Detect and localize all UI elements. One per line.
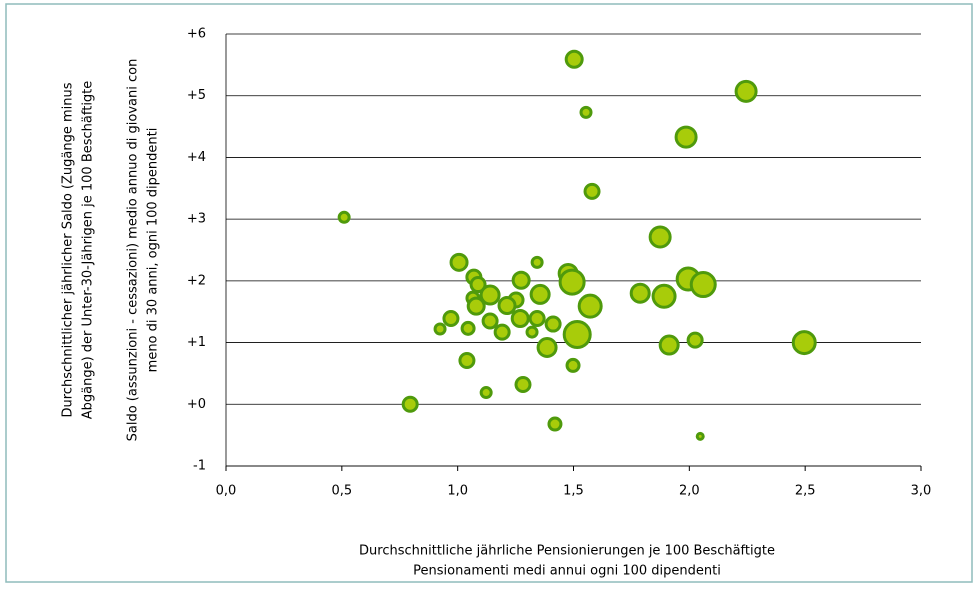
x-tick-label: 2,0 bbox=[679, 484, 700, 499]
y-tick-label: +2 bbox=[187, 273, 206, 288]
bubble bbox=[514, 376, 532, 394]
bubble bbox=[734, 79, 758, 103]
bubble bbox=[449, 252, 469, 272]
x-tick-label: 0,5 bbox=[331, 484, 352, 499]
y-axis-title: meno di 30 anni, ogni 100 dipendenti bbox=[146, 128, 161, 373]
y-axis-title: Durchschnittlicher jährlicher Saldo (Zug… bbox=[61, 82, 76, 417]
bubble bbox=[529, 283, 551, 305]
bubble bbox=[544, 315, 562, 333]
x-axis-title: Durchschnittliche jährliche Pensionierun… bbox=[359, 544, 775, 559]
x-axis-title: Pensionamenti medi annui ogni 100 dipend… bbox=[413, 564, 721, 579]
bubble bbox=[658, 334, 680, 356]
bubble bbox=[528, 310, 546, 328]
x-tick-label: 0,0 bbox=[216, 484, 237, 499]
bubble bbox=[565, 357, 581, 373]
x-tick-label: 1,0 bbox=[447, 484, 468, 499]
y-axis-title: Abgänge) der Unter-30-Jährigen je 100 Be… bbox=[81, 81, 96, 420]
bubble bbox=[629, 282, 651, 304]
bubble bbox=[579, 105, 593, 119]
x-tick-label: 2,5 bbox=[795, 484, 816, 499]
bubble bbox=[442, 310, 460, 328]
bubble bbox=[674, 125, 698, 149]
bubble bbox=[651, 283, 677, 309]
y-tick-label: +3 bbox=[187, 212, 206, 227]
bubble bbox=[458, 351, 476, 369]
bubble bbox=[460, 320, 476, 336]
y-tick-label: -1 bbox=[193, 459, 206, 474]
bubble bbox=[497, 296, 517, 316]
bubble bbox=[689, 271, 717, 299]
bubble bbox=[791, 330, 817, 356]
bubble bbox=[479, 284, 501, 306]
bubble bbox=[695, 431, 705, 441]
y-tick-label: +4 bbox=[187, 150, 206, 165]
bubble bbox=[433, 322, 447, 336]
bubble bbox=[558, 268, 586, 296]
bubble bbox=[401, 395, 419, 413]
bubble bbox=[564, 49, 584, 69]
bubble bbox=[525, 325, 539, 339]
y-tick-label: +0 bbox=[187, 397, 206, 412]
bubble bbox=[562, 320, 592, 350]
bubble bbox=[547, 416, 563, 432]
bubble bbox=[583, 182, 601, 200]
bubble bbox=[648, 225, 672, 249]
bubble bbox=[510, 309, 530, 329]
bubble bbox=[337, 210, 351, 224]
bubble bbox=[511, 270, 531, 290]
y-tick-label: +6 bbox=[187, 27, 206, 42]
bubble bbox=[536, 337, 558, 359]
y-axis-title: Saldo (assunzioni - cessazioni) medio an… bbox=[126, 59, 141, 442]
y-tick-label: +5 bbox=[187, 88, 206, 103]
bubble bbox=[466, 296, 486, 316]
x-tick-label: 1,5 bbox=[563, 484, 584, 499]
bubble bbox=[469, 276, 487, 294]
bubble bbox=[530, 255, 544, 269]
y-tick-label: +1 bbox=[187, 335, 206, 350]
bubble bbox=[577, 293, 603, 319]
bubble bbox=[481, 312, 499, 330]
x-tick-label: 3,0 bbox=[911, 484, 932, 499]
bubble bbox=[479, 386, 493, 400]
bubble bbox=[686, 331, 704, 349]
bubble bbox=[493, 323, 511, 341]
